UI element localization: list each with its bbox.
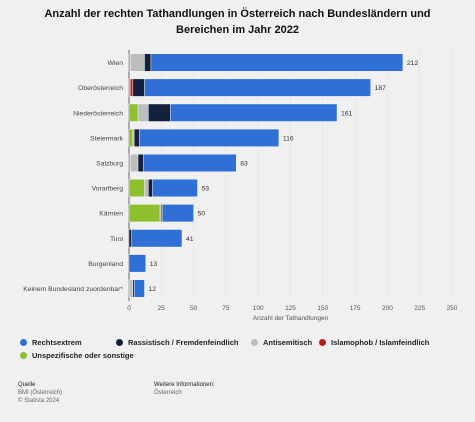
bar-segment [128,128,134,147]
info-line: Österreich [154,390,182,396]
bar-segment [132,78,145,97]
info-heading: Weitere Informationen: [154,382,215,388]
bar-chart: 0 25 50 75 100 125 150 175 200 225 250 Anzahl der T… [23,50,458,322]
bar-segment [148,103,171,122]
bar-segment [128,279,134,298]
legend-item-antisemitisch[interactable]: Antisemitisch [251,338,312,347]
legend-swatch [319,339,326,346]
bar-segment [128,204,161,223]
category-label: Wien [108,60,124,67]
bar-segment [128,179,145,198]
category-label: Burgenland [88,261,123,268]
bar-segment [133,128,140,147]
bar-segment [137,103,149,122]
legend-label: Rassistisch / Fremdenfeindlich [128,338,239,347]
category-label: Tirol [110,236,123,243]
x-tick-label: 175 [350,305,361,312]
category-label: Kärnten [99,211,123,218]
bar-total-label: 41 [186,236,194,243]
category-label: Vorarlberg [92,186,124,193]
bar-segment [131,229,183,248]
bar-segment [144,78,371,97]
source-block: Quelle BMI (Österreich) © Statista 2024 [18,381,62,405]
bar-total-label: 161 [341,110,353,117]
copyright-line: © Statista 2024 [18,398,60,404]
category-label: Oberösterreich [78,85,123,92]
category-label: Keinem Bundesland zuordenbar* [23,286,123,293]
x-tick-label: 75 [222,305,230,312]
bar-total-label: 83 [240,160,248,167]
bar-segment [130,153,139,172]
bar-segment [170,103,338,122]
legend-swatch [251,339,258,346]
legend-swatch [116,339,123,346]
category-label: Niederösterreich [73,110,123,117]
x-tick-label: 100 [253,305,264,312]
legend-label: Islamophob / Islamfeindlich [331,338,430,347]
legend-item-rassistisch[interactable]: Rassistisch / Fremdenfeindlich [116,338,238,347]
x-tick-label: 0 [127,305,131,312]
legend-label: Rechtsextrem [32,338,82,347]
x-tick-label: 150 [317,305,328,312]
info-block: Weitere Informationen: Österreich [154,381,215,397]
bar-total-label: 12 [149,286,157,293]
bar-segment [144,53,152,72]
x-tick-label: 50 [190,305,198,312]
bar-segment [143,153,237,172]
bar-segment [139,128,280,147]
category-label: Salzburg [96,160,123,167]
chart-title: Anzahl der rechten Tathandlungen in Öste… [44,8,431,36]
x-tick-label: 250 [447,305,458,312]
bar-total-label: 53 [201,186,209,193]
legend-label: Unspezifische oder sonstige [32,351,134,360]
category-label: Steiermark [90,135,123,142]
source-line: BMI (Österreich) [18,390,63,396]
bar-segment [128,103,139,122]
bar-total-label: 116 [283,135,294,142]
x-tick-label: 125 [285,305,296,312]
bar-segment [137,153,144,172]
bar-segment [130,78,134,97]
bar-segment [128,229,132,248]
bar-segment [150,53,404,72]
bar-segment [133,279,145,298]
bar-segment [162,204,194,223]
legend-item-rechtsextrem[interactable]: Rechtsextrem [20,338,82,347]
legend-item-islamophob[interactable]: Islamophob / Islamfeindlich [319,338,429,347]
bar-segment [130,53,145,72]
legend-item-unspezifisch[interactable]: Unspezifische oder sonstige [20,351,134,360]
source-heading: Quelle [18,382,36,388]
x-tick-label: 200 [382,305,393,312]
legend-swatch [20,339,27,346]
x-tick-label: 225 [414,305,425,312]
x-tick-label: 25 [158,305,166,312]
bar-segment [152,179,198,198]
bar-segment [128,254,146,273]
bar-total-label: 187 [375,85,387,92]
bar-total-label: 50 [198,211,206,218]
legend-swatch [20,352,27,359]
bar-segment [148,179,153,198]
bar-total-label: 212 [407,60,419,67]
bar-segment [144,179,149,198]
legend-label: Antisemitisch [263,338,313,347]
bar-total-label: 13 [150,261,158,268]
x-axis-label: Anzahl der Tathandlungen [253,315,329,322]
